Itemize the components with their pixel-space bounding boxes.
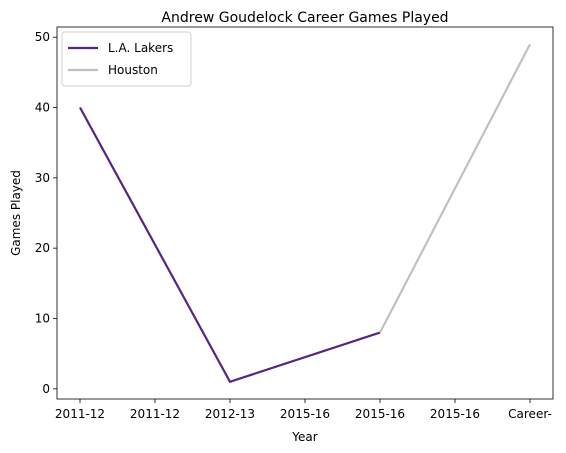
x-axis-label: Year <box>291 430 317 444</box>
y-tick-label: 30 <box>35 171 50 185</box>
y-tick-label: 40 <box>35 101 50 115</box>
x-tick-label: 2015-16 <box>355 407 405 421</box>
chart-title: Andrew Goudelock Career Games Played <box>161 10 448 26</box>
x-tick-label: 2011-12 <box>55 407 105 421</box>
series-line-2 <box>379 43 531 334</box>
plot-area <box>56 26 554 400</box>
y-tick-label: 0 <box>42 382 50 396</box>
y-axis: 0 10 20 30 40 50 <box>35 30 57 396</box>
x-tick-label: 2011-12 <box>130 407 180 421</box>
x-tick-label: 2015-16 <box>430 407 480 421</box>
series-line-1 <box>79 106 381 384</box>
x-tick-label: Career- <box>508 407 552 421</box>
y-axis-label: Games Played <box>9 170 23 256</box>
y-tick-label: 20 <box>35 241 50 255</box>
x-tick-label: 2015-16 <box>280 407 330 421</box>
legend-box <box>61 31 192 87</box>
y-tick-label: 50 <box>35 30 50 44</box>
x-tick-label: 2012-13 <box>205 407 255 421</box>
x-axis: 2011-12 2011-12 2012-13 2015-16 2015-16 2015-… <box>55 399 552 421</box>
series-lines <box>79 43 531 384</box>
legend: L.A. Lakers Houston <box>61 31 192 87</box>
legend-label: Houston <box>108 63 158 77</box>
y-tick-label: 10 <box>35 311 50 325</box>
legend-label: L.A. Lakers <box>108 41 173 55</box>
